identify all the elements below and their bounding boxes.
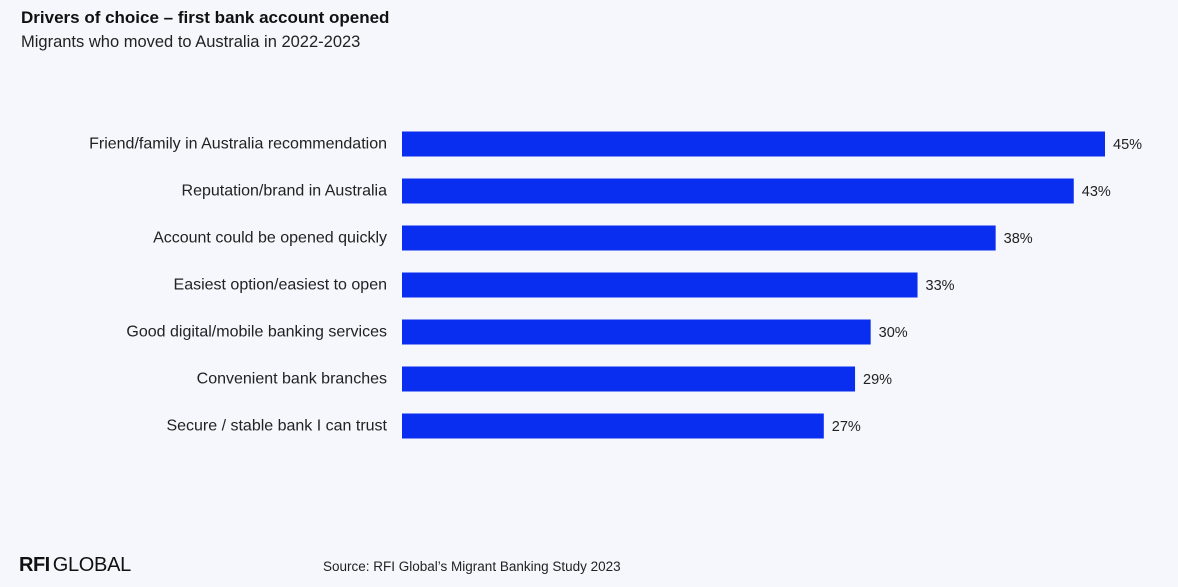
category-label-secure-stable-bank-i-can-trust: Secure / stable bank I can trust [166,418,387,435]
category-label-good-digital-mobile-banking-services: Good digital/mobile banking services [126,324,387,341]
bar-good-digital-mobile-banking-services [402,319,871,345]
bar-easiest-option-easiest-to-open [402,272,918,298]
source-note: Source: RFI Global’s Migrant Banking Stu… [323,559,621,574]
bar-secure-stable-bank-i-can-trust [402,413,824,439]
category-label-reputation-brand-in-australia: Reputation/brand in Australia [182,183,388,200]
bar-reputation-brand-in-australia [402,178,1074,204]
category-label-convenient-bank-branches: Convenient bank branches [197,371,387,388]
value-label-reputation-brand-in-australia: 43% [1082,184,1111,200]
value-label-secure-stable-bank-i-can-trust: 27% [832,419,861,435]
value-label-convenient-bank-branches: 29% [863,372,892,388]
value-label-good-digital-mobile-banking-services: 30% [879,325,908,341]
category-label-friend-family-in-australia-recommendation: Friend/family in Australia recommendatio… [89,136,387,153]
logo-global: GLOBAL [52,554,132,576]
bar-friend-family-in-australia-recommendation [402,131,1105,157]
value-label-friend-family-in-australia-recommendation: 45% [1113,137,1142,153]
value-label-account-could-be-opened-quickly: 38% [1004,231,1033,247]
bar-account-could-be-opened-quickly [402,225,996,251]
value-label-easiest-option-easiest-to-open: 33% [926,278,955,294]
rfi-global-logo: RFI GLOBAL [19,554,131,577]
category-label-easiest-option-easiest-to-open: Easiest option/easiest to open [174,277,387,294]
logo-rfi: RFI [19,554,50,576]
category-label-account-could-be-opened-quickly: Account could be opened quickly [153,230,387,247]
bar-convenient-bank-branches [402,366,856,392]
bars-group: Friend/family in Australia recommendatio… [89,131,1142,439]
chart-title: Drivers of choice – first bank account o… [21,8,390,27]
chart-subtitle: Migrants who moved to Australia in 2022-… [21,33,361,51]
